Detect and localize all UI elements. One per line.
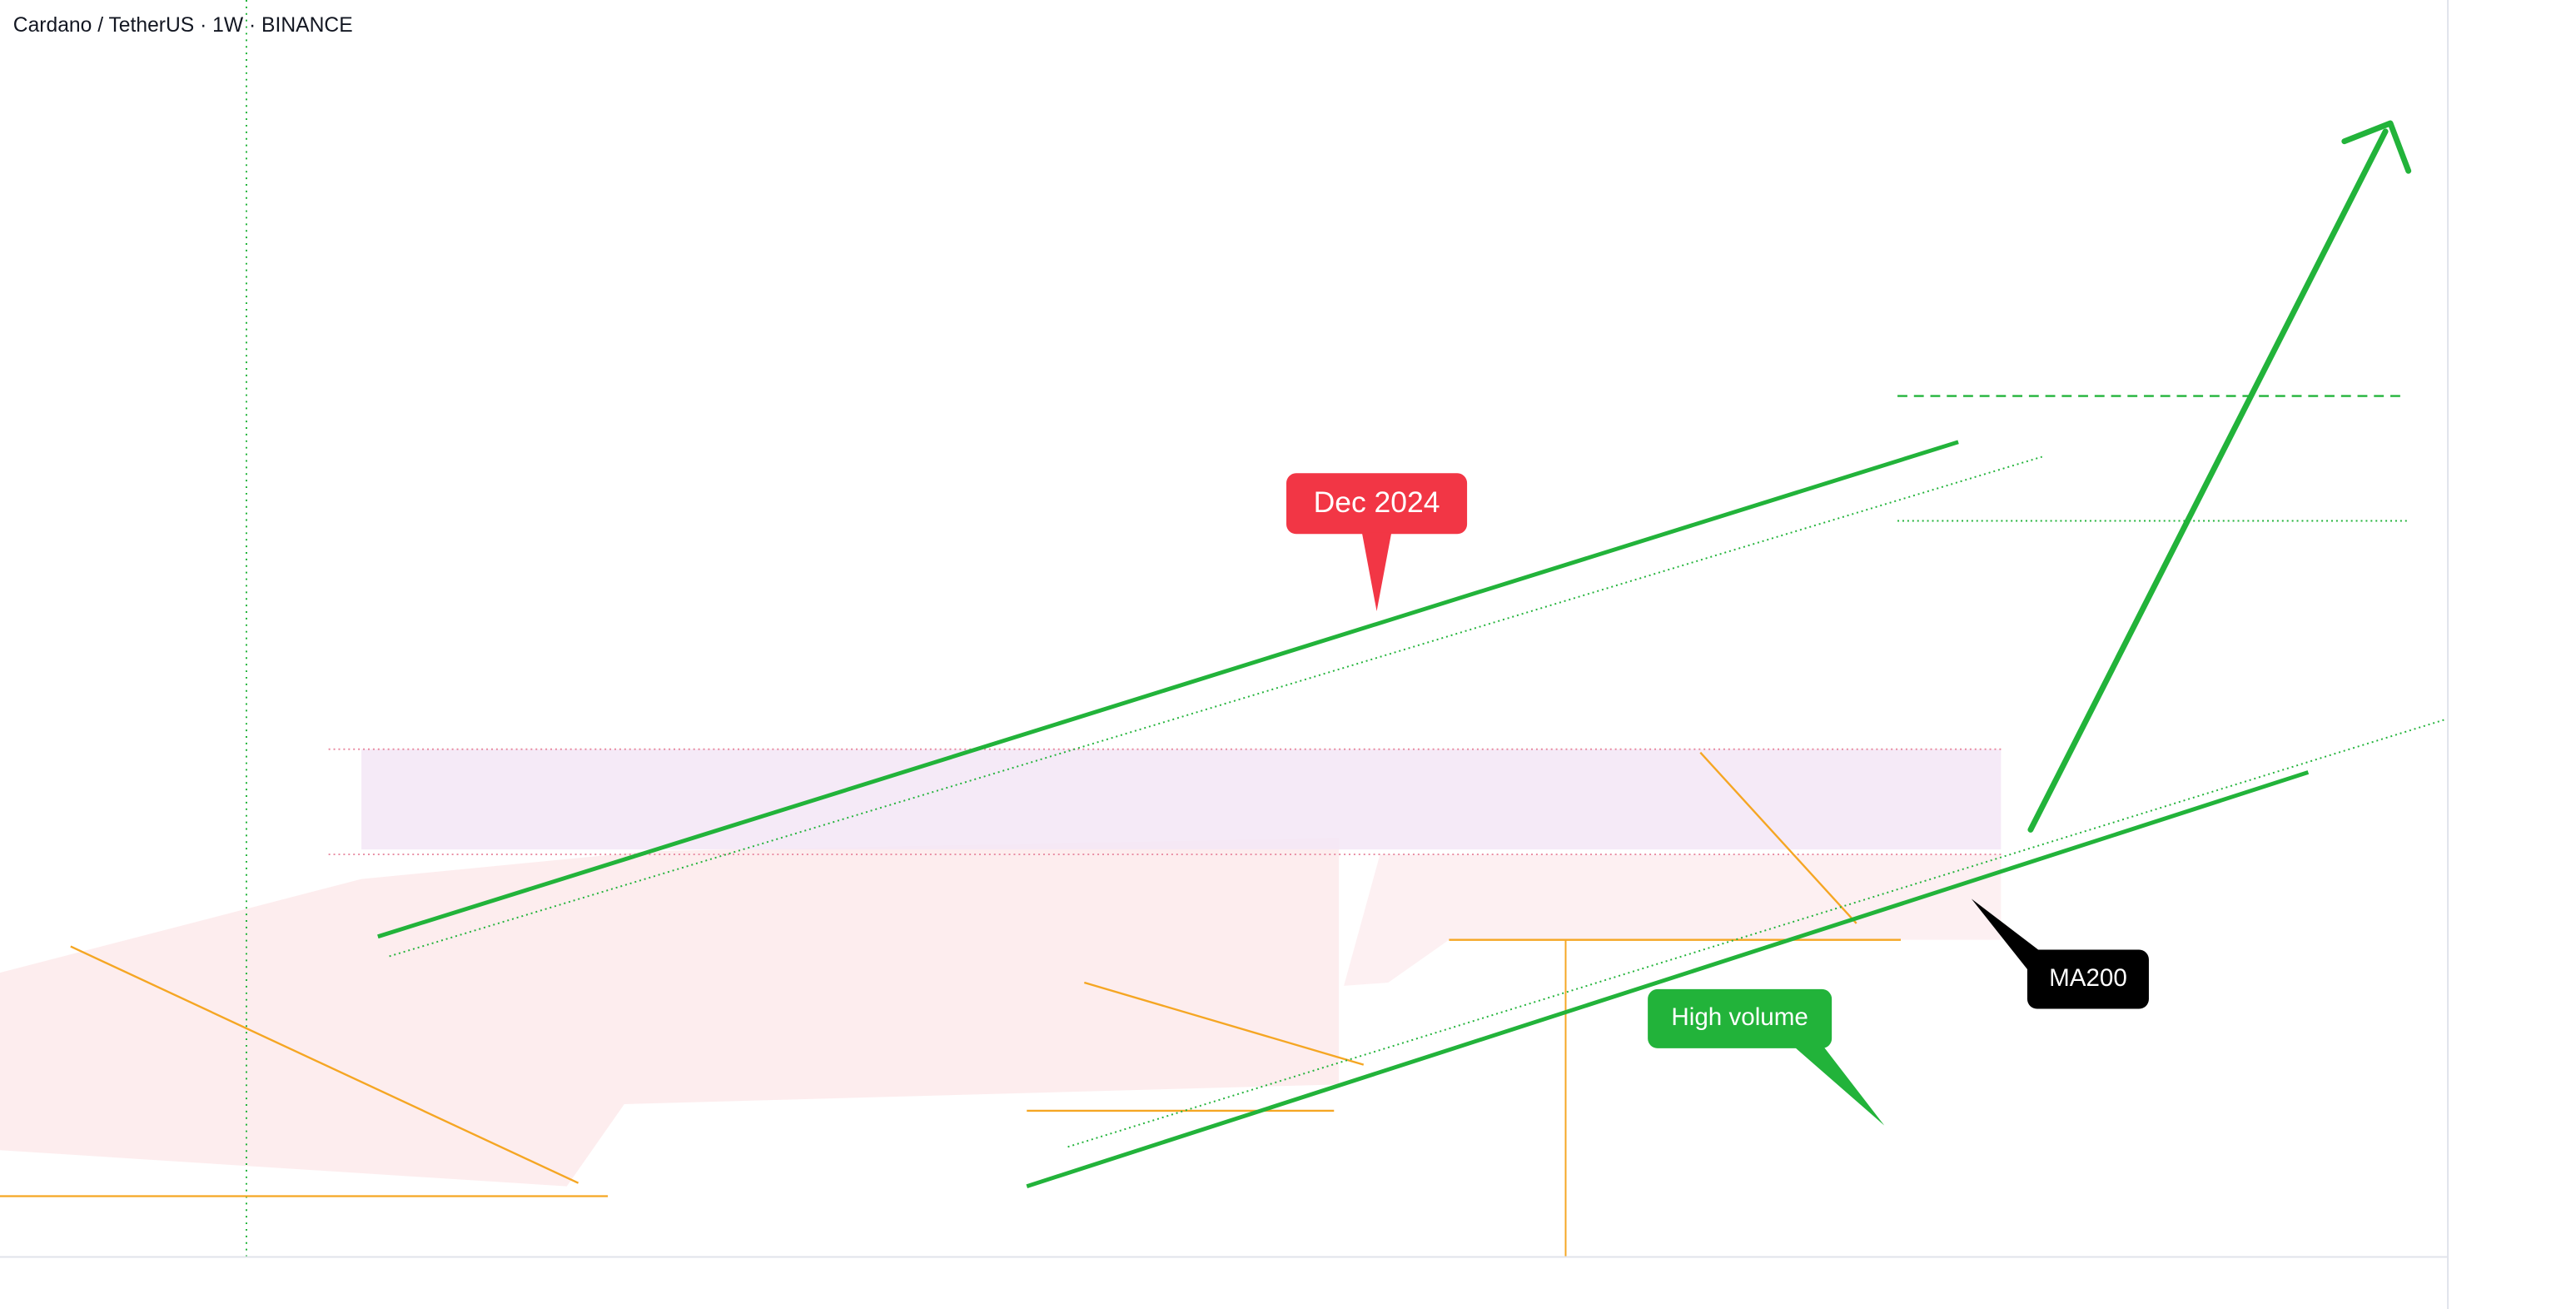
- chart-title: Cardano / TetherUS · 1W · BINANCE: [13, 14, 353, 37]
- channel-inner: [389, 455, 2042, 958]
- callout-text: MA200: [2049, 964, 2127, 992]
- callout-box: [1648, 988, 1833, 1048]
- drawings-front: Dec 2024 High volume MA200 Cardano / Tet…: [13, 14, 2445, 1189]
- arrow-head: [2341, 120, 2412, 174]
- price-axis: [2448, 0, 2576, 1309]
- callout-pointer: [1361, 532, 1392, 612]
- range-box: [361, 749, 2002, 850]
- drawings-back: [0, 0, 2407, 1257]
- trend-line: [1699, 751, 1857, 924]
- callout-pointer: [1971, 898, 2041, 986]
- trend-line: [1083, 981, 1365, 1066]
- callout-box: [2026, 949, 2149, 1009]
- shaded-zone: [0, 838, 1340, 1187]
- callout-text: Dec 2024: [1314, 485, 1440, 519]
- arrow: [2027, 128, 2389, 833]
- channel-inner: [1067, 719, 2445, 1148]
- shaded-zone: [1344, 854, 2002, 986]
- callout-pointer: [1793, 1046, 1885, 1126]
- callout-text: High volume: [1671, 1003, 1808, 1031]
- time-axis: [0, 1257, 2576, 1309]
- trend-line: [70, 945, 579, 1184]
- callout-box: [1286, 473, 1468, 535]
- channel-top: [377, 440, 1959, 939]
- channel-bottom: [1026, 770, 2310, 1189]
